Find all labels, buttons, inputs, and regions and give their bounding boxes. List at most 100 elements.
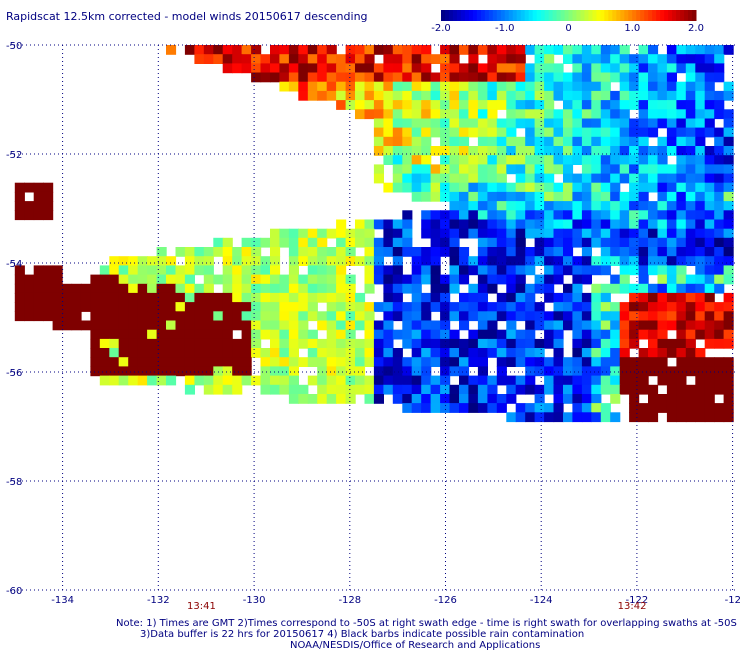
heatmap-cell (355, 45, 366, 55)
heatmap-cell (572, 394, 583, 404)
heatmap-cell (421, 329, 432, 340)
heatmap-cell (591, 182, 602, 193)
heatmap-cell (411, 384, 422, 395)
heatmap-cell (260, 265, 271, 276)
heatmap-cell (345, 228, 356, 239)
heatmap-cell (648, 302, 659, 312)
heatmap-cell (430, 274, 441, 285)
heatmap-cell (241, 256, 252, 266)
heatmap-cell (222, 302, 233, 312)
heatmap-cell (440, 283, 451, 294)
heatmap-cell (317, 366, 328, 377)
heatmap-cell (676, 90, 687, 101)
heatmap-cell (723, 320, 734, 331)
heatmap-cell (260, 320, 271, 331)
heatmap-cell (128, 283, 139, 294)
heatmap-cell (695, 311, 706, 322)
heatmap-cell (666, 136, 677, 147)
heatmap-cell (477, 146, 488, 156)
heatmap-cell (232, 348, 243, 358)
heatmap-cell (506, 357, 517, 367)
heatmap-cell (355, 72, 366, 83)
heatmap-cell (128, 302, 139, 312)
heatmap-cell (666, 72, 677, 83)
heatmap-cell (704, 237, 715, 248)
heatmap-cell (459, 201, 470, 211)
heatmap-cell (591, 136, 602, 147)
heatmap-cell (534, 338, 545, 349)
heatmap-cell (203, 320, 214, 331)
heatmap-cell (685, 338, 696, 349)
heatmap-cell (553, 394, 564, 404)
heatmap-cell (544, 127, 555, 138)
heatmap-cell (99, 283, 110, 294)
heatmap-cell (723, 210, 734, 221)
heatmap-cell (222, 45, 233, 55)
heatmap-cell (638, 191, 649, 202)
heatmap-cell (336, 237, 347, 248)
heatmap-cell (619, 256, 630, 266)
heatmap-cell (270, 256, 281, 266)
heatmap-cell (657, 210, 668, 221)
heatmap-cell (648, 412, 659, 423)
heatmap-cell (364, 375, 375, 386)
heatmap-cell (468, 54, 479, 64)
heatmap-cell (600, 146, 611, 156)
heatmap-cell (619, 100, 630, 110)
heatmap-cell (619, 155, 630, 165)
heatmap-cell (222, 256, 233, 266)
heatmap-cell (440, 182, 451, 193)
heatmap-cell (657, 63, 668, 74)
heatmap-cell (184, 302, 195, 312)
heatmap-cell (279, 72, 290, 83)
heatmap-cell (676, 155, 687, 165)
heatmap-cell (147, 274, 158, 285)
colorbar-segment (640, 10, 645, 21)
heatmap-cell (704, 146, 715, 156)
heatmap-cell (581, 100, 592, 110)
heatmap-cell (487, 146, 498, 156)
heatmap-cell (591, 366, 602, 377)
heatmap-cell (544, 384, 555, 395)
heatmap-cell (326, 274, 337, 285)
heatmap-cell (317, 348, 328, 358)
heatmap-cell (487, 191, 498, 202)
heatmap-cell (345, 348, 356, 358)
heatmap-cell (260, 375, 271, 386)
heatmap-cell (619, 164, 630, 175)
heatmap-cell (581, 109, 592, 120)
heatmap-cell (109, 283, 120, 294)
heatmap-cell (657, 182, 668, 193)
colorbar-segment (632, 10, 637, 21)
colorbar-segment (572, 10, 577, 21)
heatmap-cell (525, 201, 536, 211)
heatmap-cell (232, 366, 243, 377)
heatmap-cell (459, 109, 470, 120)
heatmap-cell (402, 155, 413, 165)
heatmap-cell (487, 182, 498, 193)
heatmap-cell (156, 320, 167, 331)
heatmap-cell (430, 210, 441, 221)
colorbar-segment (644, 10, 649, 21)
heatmap-cell (581, 201, 592, 211)
heatmap-cell (345, 63, 356, 74)
heatmap-cell (430, 191, 441, 202)
heatmap-cell (572, 403, 583, 413)
heatmap-cell (203, 338, 214, 349)
heatmap-cell (600, 54, 611, 64)
heatmap-cell (355, 81, 366, 92)
heatmap-cell (402, 54, 413, 64)
heatmap-cell (572, 338, 583, 349)
heatmap-cell (544, 63, 555, 74)
heatmap-cell (638, 54, 649, 64)
heatmap-cell (581, 164, 592, 175)
heatmap-cell (685, 136, 696, 147)
heatmap-cell (534, 182, 545, 193)
heatmap-cell (591, 237, 602, 248)
heatmap-cell (563, 90, 574, 101)
heatmap-cell (24, 311, 35, 322)
heatmap-cell (402, 375, 413, 386)
heatmap-cell (572, 265, 583, 276)
heatmap-cell (685, 228, 696, 239)
heatmap-cell (704, 182, 715, 193)
